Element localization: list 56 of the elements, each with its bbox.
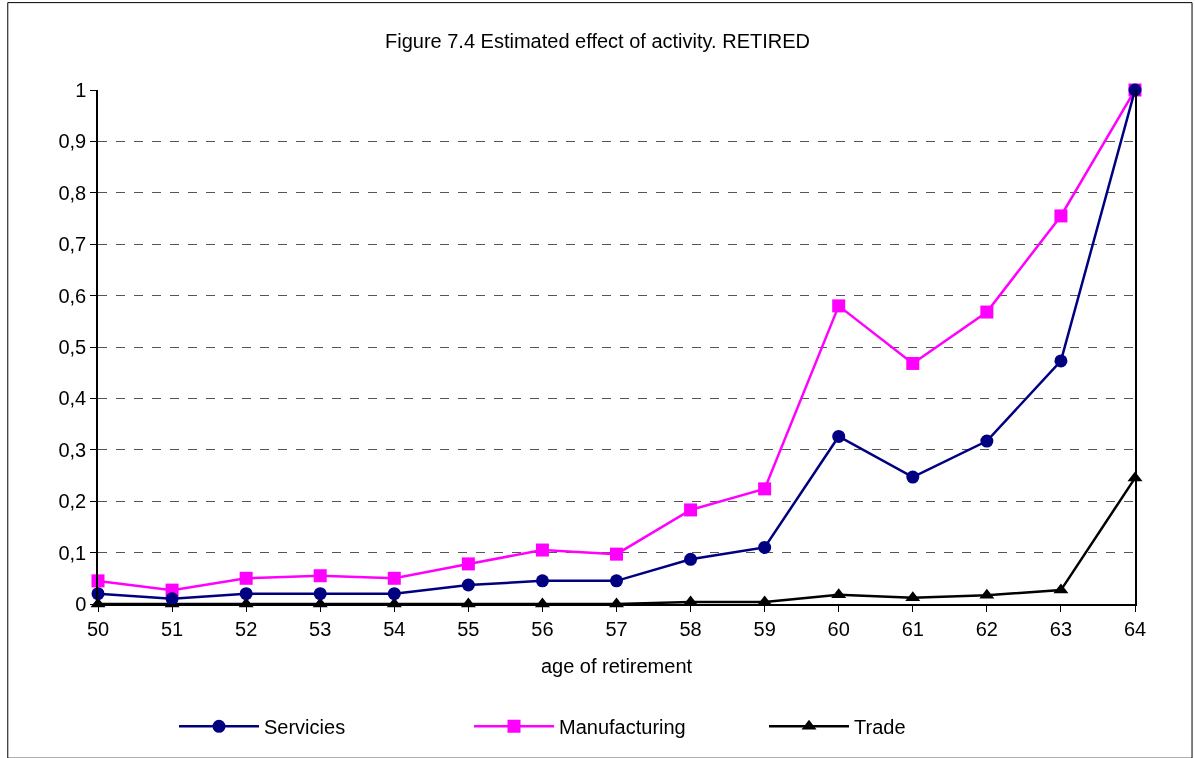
x-tick-label: 58 — [679, 617, 702, 640]
x-tick-label: 59 — [753, 617, 776, 640]
point — [461, 557, 475, 571]
point — [1054, 354, 1068, 368]
point — [535, 543, 549, 557]
point — [684, 503, 698, 517]
x-tick-label: 63 — [1049, 617, 1073, 640]
point — [832, 299, 846, 313]
y-tick-label: 0,9 — [58, 130, 87, 153]
point — [239, 571, 253, 585]
point — [906, 470, 920, 484]
point — [610, 547, 623, 561]
y-tick-label: 0,3 — [58, 438, 87, 461]
x-axis-title: age of retirement — [540, 654, 693, 677]
y-tick-label: 0,6 — [58, 284, 87, 307]
x-tick-label: 57 — [605, 617, 628, 640]
y-tick-label: 1 — [75, 79, 87, 101]
point — [313, 569, 327, 583]
y-tick-label: 0,2 — [58, 490, 87, 513]
y-tick-label: 0,1 — [58, 541, 87, 564]
point — [684, 552, 698, 566]
x-tick-label: 64 — [1123, 617, 1147, 640]
x-tick-label: 62 — [975, 617, 998, 640]
point — [313, 587, 327, 601]
point — [758, 482, 772, 496]
x-tick-label: 51 — [160, 617, 184, 640]
point — [1054, 209, 1068, 223]
x-tick-label: 60 — [827, 617, 850, 640]
legend-label: Servicies — [264, 716, 346, 739]
y-tick-label: 0,4 — [58, 387, 87, 410]
y-tick-label: 0,7 — [58, 233, 87, 256]
point — [387, 571, 401, 585]
x-tick-label: 61 — [901, 617, 924, 640]
point — [980, 434, 994, 448]
legend-label: Manufacturing — [559, 716, 686, 739]
point — [165, 592, 179, 606]
x-tick-label: 53 — [309, 617, 332, 640]
y-tick-label: 0,8 — [58, 181, 87, 204]
x-tick-label: 56 — [531, 617, 554, 640]
chart-title: Figure 7.4 Estimated effect of activity. RETIRED — [385, 30, 810, 53]
point — [906, 356, 920, 370]
point — [610, 574, 623, 588]
y-tick-label: 0 — [75, 593, 87, 615]
point — [387, 587, 401, 601]
point — [461, 578, 475, 592]
x-tick-label: 52 — [235, 617, 258, 640]
point — [980, 305, 994, 319]
point — [239, 587, 253, 601]
point — [832, 429, 846, 443]
x-tick-label: 54 — [383, 617, 406, 640]
point — [758, 540, 772, 554]
x-tick-label: 50 — [86, 617, 110, 640]
y-tick-label: 0,5 — [58, 336, 87, 358]
x-tick-label: 55 — [457, 617, 480, 640]
point — [535, 574, 549, 588]
legend-label: Trade — [854, 716, 906, 739]
